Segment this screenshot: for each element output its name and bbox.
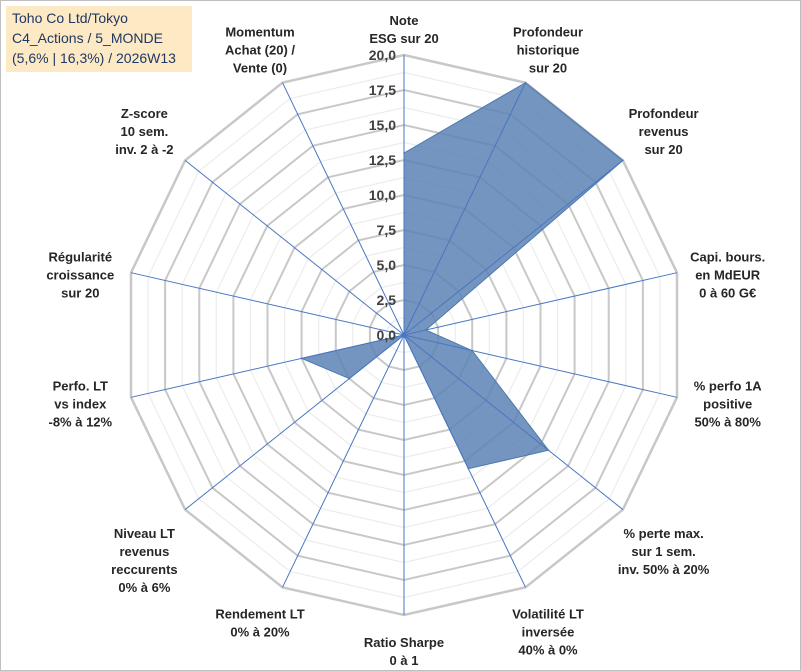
axis-label: sur 1 sem. <box>631 544 695 559</box>
axis-label: Profondeur <box>513 25 583 40</box>
title-line-category: C4_Actions / 5_MONDE <box>12 30 163 46</box>
axis-spoke <box>403 160 624 336</box>
axis-label: Ratio Sharpe <box>364 635 444 650</box>
axis-label: Momentum <box>225 25 294 40</box>
axis-label: Note <box>390 13 419 28</box>
radial-tick-label: 20,0 <box>369 47 396 63</box>
axis-label: positive <box>703 397 752 412</box>
axis-label: revenus <box>119 544 169 559</box>
radial-tick-label: 2,5 <box>377 292 397 308</box>
axis-spoke <box>403 82 526 336</box>
axis-label: croissance <box>46 268 114 283</box>
radial-tick-label: 17,5 <box>369 82 396 98</box>
axis-label: 0% à 6% <box>118 580 170 595</box>
axis-label: vs index <box>54 397 107 412</box>
axis-label: Niveau LT <box>114 526 175 541</box>
radial-tick-label: 5,0 <box>377 257 397 273</box>
series-area <box>299 82 624 470</box>
axis-label: reccurents <box>111 562 177 577</box>
radar-tick-labels: 0,0 2,5 5,0 7,5 10,0 12,5 15,0 17,5 20,0 <box>369 47 396 343</box>
chart-title-box: Toho Co Ltd/Tokyo C4_Actions / 5_MONDE (… <box>6 6 192 72</box>
radial-tick-label: 7,5 <box>377 222 397 238</box>
axis-label: 40% à 0% <box>518 642 578 657</box>
title-line-stats: (5,6% | 16,3%) / 2026W13 <box>12 50 176 66</box>
axis-label: -8% à 12% <box>49 415 113 430</box>
axis-spoke <box>403 334 678 398</box>
axis-label: inversée <box>522 624 575 639</box>
axis-label: Capi. bours. <box>690 250 765 265</box>
radial-tick-label: 12,5 <box>369 152 396 168</box>
axis-label: Achat (20) / <box>225 43 295 58</box>
axis-label: Rendement LT <box>215 606 304 621</box>
radial-tick-label: 0,0 <box>377 327 397 343</box>
axis-spoke <box>282 334 405 588</box>
axis-label: sur 20 <box>61 286 99 301</box>
axis-label: Régularité <box>49 250 113 265</box>
axis-label: inv. 50% à 20% <box>618 562 710 577</box>
axis-label: en MdEUR <box>695 268 761 283</box>
axis-label: Volatilité LT <box>512 606 584 621</box>
axis-label: sur 20 <box>644 142 682 157</box>
axis-spoke <box>403 272 678 336</box>
radar-spokes <box>130 55 678 615</box>
axis-label: inv. 2 à -2 <box>115 142 173 157</box>
radar-axis-labels: Note ESG sur 20 Profondeur historique sur 20… <box>46 13 765 668</box>
axis-label: 0% à 20% <box>230 624 290 639</box>
axis-spoke <box>184 334 405 510</box>
axis-label: 0 à 60 G€ <box>699 286 756 301</box>
title-line-company: Toho Co Ltd/Tokyo <box>12 10 128 26</box>
axis-label: Vente (0) <box>233 61 287 76</box>
axis-label: sur 20 <box>529 61 567 76</box>
axis-label: ESG sur 20 <box>369 31 438 46</box>
radial-tick-label: 10,0 <box>369 187 396 203</box>
axis-label: % perfo 1A <box>694 379 763 394</box>
axis-spoke <box>403 334 624 510</box>
axis-label: historique <box>517 43 580 58</box>
axis-label: revenus <box>639 124 689 139</box>
axis-spoke <box>130 272 405 336</box>
axis-label: Perfo. LT <box>53 379 108 394</box>
axis-label: 0 à 1 <box>390 653 419 668</box>
axis-label: 10 sem. <box>121 124 169 139</box>
axis-spoke <box>130 334 405 398</box>
radial-tick-label: 15,0 <box>369 117 396 133</box>
axis-spoke <box>184 160 405 336</box>
axis-label: % perte max. <box>623 526 703 541</box>
axis-spoke <box>403 334 526 588</box>
axis-label: Z-score <box>121 106 168 121</box>
axis-label: 50% à 80% <box>694 415 761 430</box>
axis-spoke <box>282 82 405 336</box>
axis-label: Profondeur <box>629 106 699 121</box>
